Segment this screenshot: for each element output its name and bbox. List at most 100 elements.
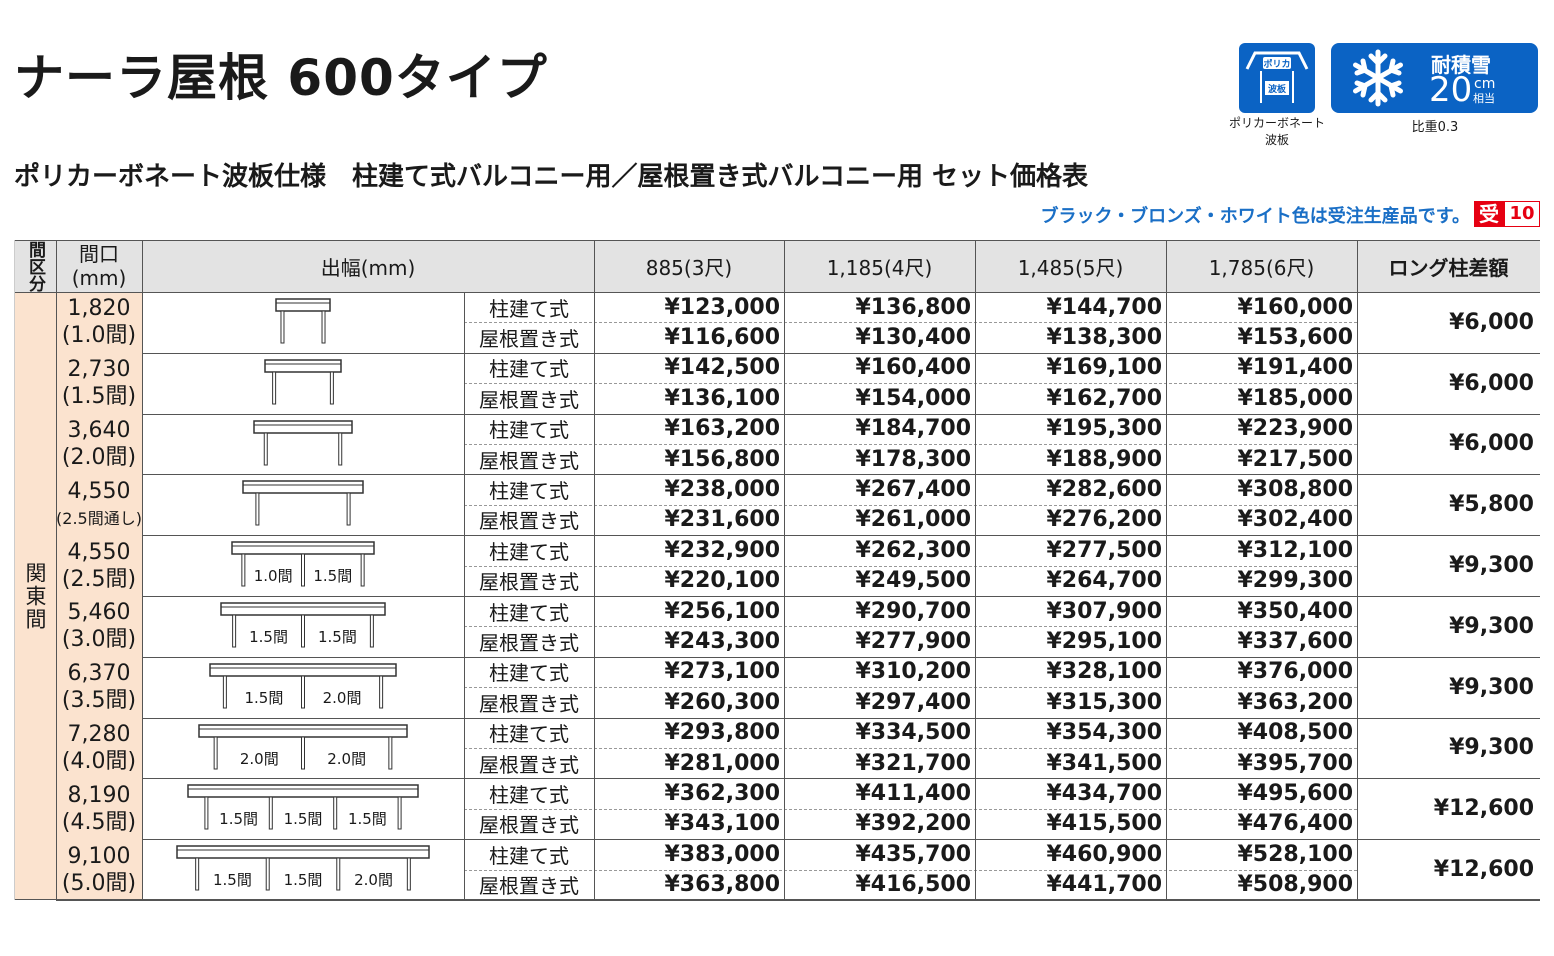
price-hashira: ¥354,300 xyxy=(1046,720,1162,746)
snow-caption: 比重0.3 xyxy=(1411,120,1459,135)
ken-value: (1.0間) xyxy=(61,323,137,349)
row-divider-dashed xyxy=(464,748,1357,749)
balcony-diagram xyxy=(187,784,419,830)
balcony-diagram xyxy=(242,480,364,526)
header-line xyxy=(14,240,1540,241)
snowflake-icon xyxy=(1353,49,1403,107)
type-hashira: 柱建て式 xyxy=(489,479,569,504)
ken-value: (3.5間) xyxy=(61,688,137,714)
span-label: 1.5間 xyxy=(244,688,284,707)
balcony-diagram xyxy=(275,298,331,344)
badge-poly-top: ポリカ xyxy=(1263,58,1290,70)
price-hashira: ¥163,200 xyxy=(664,416,780,442)
price-yane: ¥281,000 xyxy=(664,750,780,776)
price-yane: ¥277,900 xyxy=(855,629,971,655)
span-label: 2.0間 xyxy=(322,688,362,707)
long-pillar-diff: ¥9,300 xyxy=(1449,674,1534,700)
made-to-order-mark: 受 xyxy=(1474,201,1504,227)
type-yane: 屋根置き式 xyxy=(479,509,579,534)
price-yane: ¥295,100 xyxy=(1046,629,1162,655)
price-yane: ¥116,600 xyxy=(664,325,780,351)
span-label: 2.0間 xyxy=(239,749,279,768)
price-yane: ¥276,200 xyxy=(1046,507,1162,533)
type-yane: 屋根置き式 xyxy=(479,691,579,716)
caption-line: 波板 xyxy=(1264,133,1289,147)
header-col-3: 1,485(5尺) xyxy=(975,240,1166,292)
long-pillar-diff: ¥9,300 xyxy=(1449,553,1534,579)
price-yane: ¥243,300 xyxy=(664,629,780,655)
price-hashira: ¥293,800 xyxy=(664,720,780,746)
type-yane: 屋根置き式 xyxy=(479,327,579,352)
row-divider-dashed xyxy=(464,565,1357,567)
type-hashira: 柱建て式 xyxy=(489,722,569,747)
price-yane: ¥343,100 xyxy=(664,811,780,837)
polycarbonate-caption: ポリカーボネート 波板 xyxy=(1228,115,1326,149)
price-hashira: ¥290,700 xyxy=(855,598,971,624)
price-yane: ¥188,900 xyxy=(1046,446,1162,472)
price-hashira: ¥310,200 xyxy=(855,659,971,685)
long-pillar-diff: ¥6,000 xyxy=(1449,370,1534,396)
price-hashira: ¥256,100 xyxy=(664,598,780,624)
page-title: ナーラ屋根 600タイプ xyxy=(14,49,548,107)
color-note: ブラック・ブロンズ・ホワイト色は受注生産品です。 xyxy=(1040,206,1470,227)
price-yane: ¥217,500 xyxy=(1237,446,1353,472)
price-hashira: ¥528,100 xyxy=(1237,841,1353,867)
header-maguchi: 間口 (mm) xyxy=(56,240,142,292)
price-yane: ¥395,700 xyxy=(1237,750,1353,776)
price-yane: ¥341,500 xyxy=(1046,750,1162,776)
price-hashira: ¥411,400 xyxy=(855,781,971,807)
balcony-diagram xyxy=(198,723,408,770)
row-divider xyxy=(56,596,1540,597)
width-value: 4,550 xyxy=(67,539,131,565)
col-divider xyxy=(142,240,143,900)
price-yane: ¥415,500 xyxy=(1046,811,1162,837)
row-divider xyxy=(56,474,1540,476)
price-yane: ¥154,000 xyxy=(855,385,971,411)
price-yane: ¥315,300 xyxy=(1046,689,1162,715)
price-yane: ¥476,400 xyxy=(1237,811,1353,837)
snow-value: 20 xyxy=(1429,70,1473,110)
price-yane: ¥136,100 xyxy=(664,385,780,411)
long-pillar-diff: ¥5,800 xyxy=(1449,492,1534,518)
price-yane: ¥337,600 xyxy=(1237,629,1353,655)
col-divider xyxy=(1357,240,1358,900)
price-hashira: ¥195,300 xyxy=(1046,416,1162,442)
header-col-4: 1,785(6尺) xyxy=(1166,240,1357,292)
price-hashira: ¥307,900 xyxy=(1046,598,1162,624)
price-yane: ¥297,400 xyxy=(855,689,971,715)
price-hashira: ¥460,900 xyxy=(1046,841,1162,867)
price-hashira: ¥160,000 xyxy=(1237,294,1353,320)
price-yane: ¥416,500 xyxy=(855,872,971,898)
balcony-diagram xyxy=(264,359,342,405)
price-hashira: ¥328,100 xyxy=(1046,659,1162,685)
price-yane: ¥392,200 xyxy=(855,811,971,837)
price-yane: ¥231,600 xyxy=(664,507,780,533)
price-hashira: ¥160,400 xyxy=(855,355,971,381)
region-cell: 関東間 xyxy=(14,292,56,900)
ken-value: (5.0間) xyxy=(61,870,137,896)
row-divider-dashed xyxy=(464,504,1357,506)
price-yane: ¥363,200 xyxy=(1237,689,1353,715)
row-divider xyxy=(56,717,1540,719)
row-divider xyxy=(56,900,1540,901)
span-label: 1.5間 xyxy=(313,567,353,586)
type-yane: 屋根置き式 xyxy=(479,448,579,473)
price-yane: ¥156,800 xyxy=(664,446,780,472)
price-hashira: ¥232,900 xyxy=(664,537,780,563)
span-label: 1.5間 xyxy=(213,871,252,890)
maguchi-cell: 5,460 (3.0間) xyxy=(56,596,142,657)
header-col-1: 885(3尺) xyxy=(594,240,784,292)
header-kubun-label: 間区分 xyxy=(25,240,45,292)
snow-load-badge: 耐積雪 20 cm 相当 xyxy=(1331,43,1538,113)
width-value: 1,820 xyxy=(67,296,131,322)
price-hashira: ¥376,000 xyxy=(1237,659,1353,685)
long-pillar-diff: ¥12,600 xyxy=(1433,796,1534,822)
balcony-diagram xyxy=(176,845,430,891)
price-hashira: ¥191,400 xyxy=(1237,355,1353,381)
price-hashira: ¥238,000 xyxy=(664,477,780,503)
width-value: 3,640 xyxy=(67,417,131,443)
type-hashira: 柱建て式 xyxy=(489,600,569,625)
row-divider xyxy=(56,413,1540,415)
price-hashira: ¥434,700 xyxy=(1046,781,1162,807)
made-to-order-days: 10 xyxy=(1504,201,1540,227)
